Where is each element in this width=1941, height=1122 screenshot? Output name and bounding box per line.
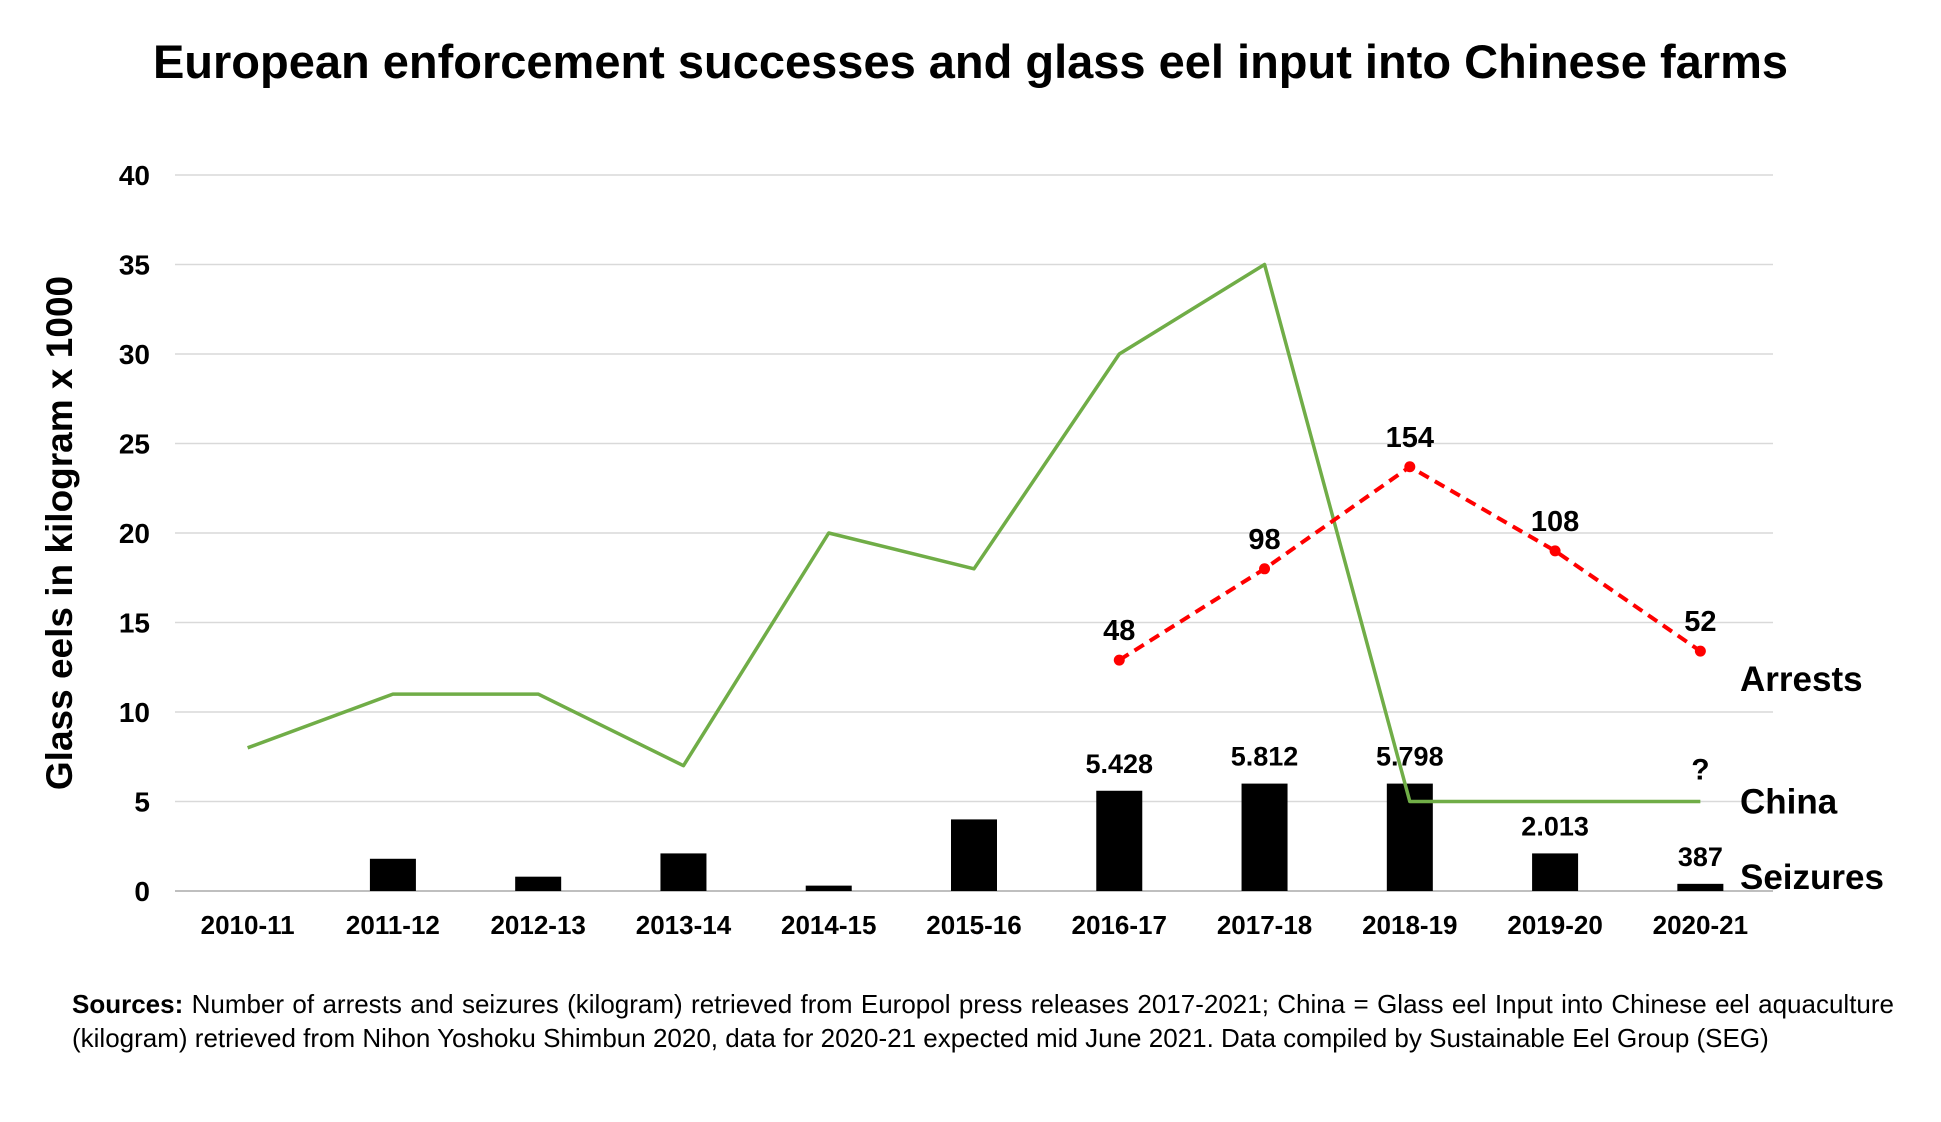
x-tick-label: 2014-15 [781,910,876,940]
y-axis-title: Glass eels in kilogram x 1000 [39,276,80,790]
y-tick-label: 0 [134,876,150,907]
x-tick-label: 2017-18 [1217,910,1312,940]
sources-prefix: Sources: [72,989,184,1019]
y-tick-label: 30 [119,339,150,370]
bar [1241,783,1288,891]
x-tick-label: 2010-11 [201,910,295,940]
arrests-data-label: 52 [1684,606,1716,638]
arrests-point [1404,461,1416,473]
arrests-point [1259,563,1271,575]
bar [515,876,562,891]
arrests-data-label: 48 [1103,615,1135,647]
arrests-point [1113,654,1125,666]
arrests-point [1549,545,1561,557]
y-tick-label: 20 [119,518,150,549]
bar-data-label: 2.013 [1521,811,1589,841]
sources-note: Sources: Number of arrests and seizures … [72,987,1894,1055]
x-tick-label: 2020-21 [1653,910,1748,940]
bar [1677,883,1724,891]
sources-text: Number of arrests and seizures (kilogram… [72,989,1894,1053]
bar [1532,853,1579,891]
y-tick-label: 15 [119,608,150,639]
arrests-line [1118,464,1702,662]
arrests-data-label: 98 [1248,524,1280,556]
x-tick-label: 2011-12 [346,910,440,940]
x-tick-label: 2015-16 [926,910,1021,940]
x-tick-label: 2013-14 [636,910,732,940]
bar-data-label: 387 [1678,842,1723,872]
legend-label-china: China [1740,783,1838,822]
bar [1096,790,1143,891]
legend-label-arrests: Arrests [1740,660,1863,699]
china-annotation: ? [1691,754,1709,787]
chart-title: European enforcement successes and glass… [152,35,1789,88]
bar-data-label: 5.428 [1085,749,1153,779]
x-tick-label: 2019-20 [1507,910,1602,940]
x-tick-label: 2012-13 [490,910,585,940]
y-tick-label: 35 [119,250,150,281]
china-line [247,262,1701,804]
bar-data-label: 5.798 [1376,742,1444,772]
bar-data-label: 5.812 [1231,742,1299,772]
arrests-data-label: 108 [1531,506,1579,538]
y-tick-label: 25 [119,429,150,460]
arrests-point [1694,645,1706,657]
bar [369,858,416,891]
y-tick-label: 10 [119,697,150,728]
arrests-data-label: 154 [1386,422,1434,454]
x-tick-label: 2016-17 [1072,910,1167,940]
legend-label-seizures: Seizures [1740,858,1884,897]
x-tick-label: 2018-19 [1362,910,1457,940]
y-tick-label: 5 [134,787,150,818]
bar [951,819,997,891]
chart: 0 5 10 15 20 25 30 35 40 Glass eels in kilogram x… [39,160,1884,940]
bar [660,853,707,891]
y-tick-label: 40 [119,160,150,191]
bar [805,885,852,891]
